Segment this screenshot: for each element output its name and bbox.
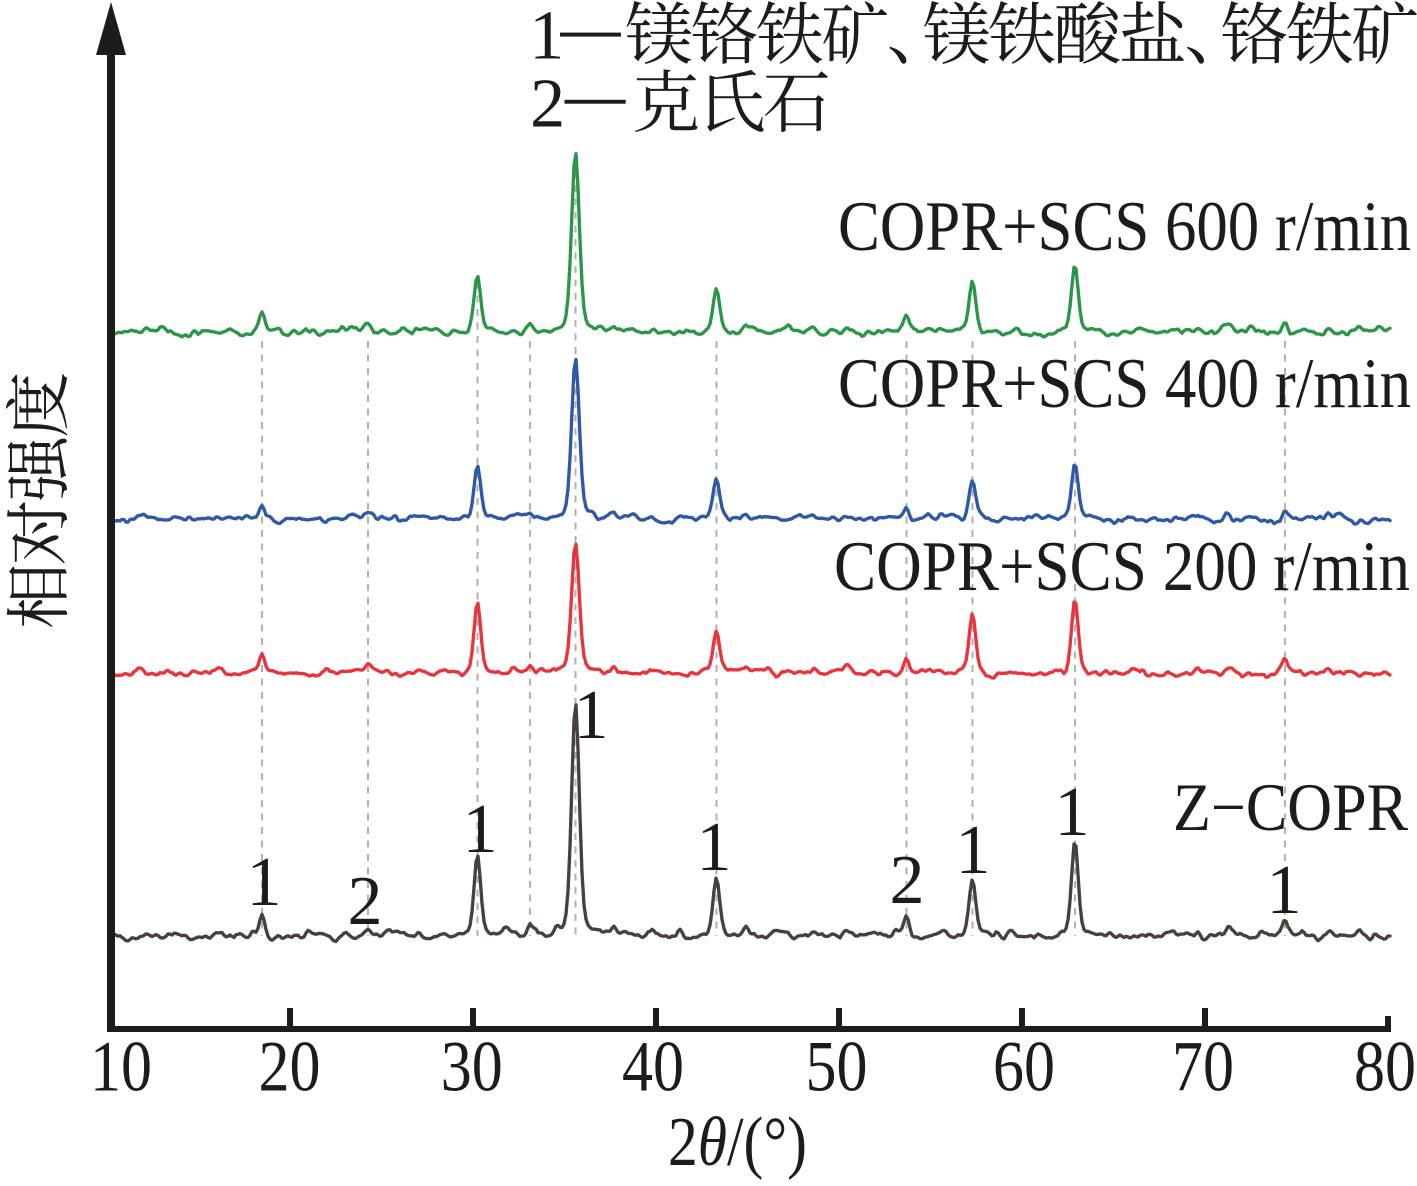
svg-text:1: 1 bbox=[529, 0, 564, 75]
svg-text:40: 40 bbox=[622, 1027, 684, 1107]
svg-text:20: 20 bbox=[259, 1027, 321, 1107]
svg-text:80: 80 bbox=[1354, 1027, 1416, 1107]
svg-text:COPR+SCS 400 r/min: COPR+SCS 400 r/min bbox=[838, 345, 1411, 423]
svg-text:2: 2 bbox=[890, 842, 925, 919]
svg-text:1: 1 bbox=[956, 812, 991, 889]
svg-text:30: 30 bbox=[441, 1027, 503, 1107]
svg-text:2: 2 bbox=[530, 66, 565, 143]
svg-text:COPR+SCS 200 r/min: COPR+SCS 200 r/min bbox=[834, 528, 1410, 606]
svg-text:Z−COPR: Z−COPR bbox=[1173, 769, 1409, 845]
svg-text:2θ/(°): 2θ/(°) bbox=[668, 1104, 807, 1181]
svg-text:50: 50 bbox=[806, 1027, 868, 1107]
svg-text:1: 1 bbox=[247, 844, 282, 921]
svg-text:10: 10 bbox=[90, 1027, 152, 1107]
svg-text:1: 1 bbox=[574, 677, 609, 754]
svg-text:60: 60 bbox=[993, 1027, 1055, 1107]
svg-text:1: 1 bbox=[463, 791, 498, 868]
svg-text:1: 1 bbox=[1267, 852, 1302, 929]
svg-text:2: 2 bbox=[348, 863, 383, 940]
svg-text:1: 1 bbox=[1055, 774, 1090, 851]
svg-text:COPR+SCS 600 r/min: COPR+SCS 600 r/min bbox=[838, 188, 1411, 266]
svg-text:1: 1 bbox=[697, 809, 732, 886]
svg-text:70: 70 bbox=[1172, 1027, 1234, 1107]
